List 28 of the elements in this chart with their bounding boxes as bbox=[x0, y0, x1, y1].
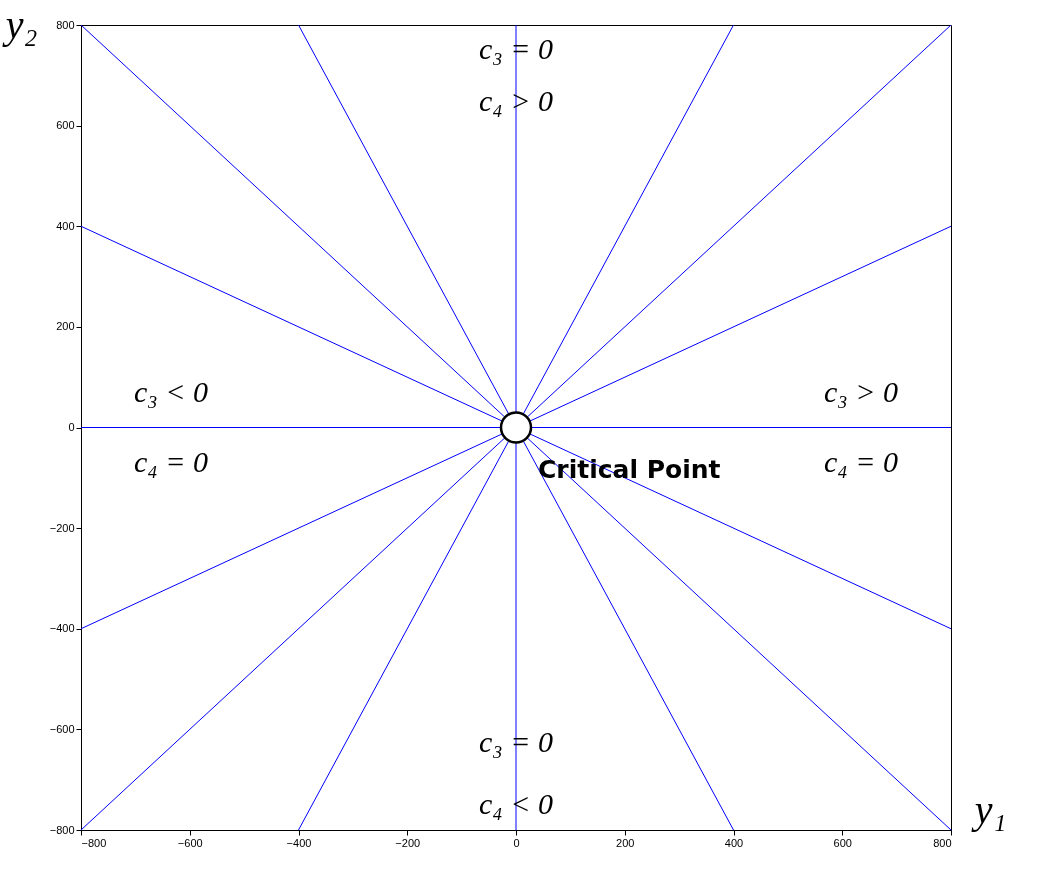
x-tick-label: 400 bbox=[724, 836, 744, 849]
x-tick-label: −800 bbox=[81, 836, 107, 849]
x-tick-label: 0 bbox=[513, 836, 520, 849]
y-tick-label: −200 bbox=[49, 521, 75, 534]
annotation: c₃ < 0 bbox=[134, 374, 208, 408]
y-axis-title: y₂ bbox=[1, 1, 38, 47]
y-tick-label: 200 bbox=[56, 320, 75, 333]
annotation: c₄ < 0 bbox=[479, 787, 553, 820]
x-tick-label: −400 bbox=[286, 836, 312, 849]
x-tick-label: −200 bbox=[395, 836, 421, 849]
y-tick-label: −600 bbox=[49, 722, 75, 735]
x-tick-label: 200 bbox=[616, 836, 635, 849]
x-tick-label: 800 bbox=[933, 836, 952, 849]
annotation: c₄ = 0 bbox=[134, 444, 208, 478]
annotation: c₃ > 0 bbox=[824, 374, 898, 408]
annotation: c₄ > 0 bbox=[479, 84, 553, 117]
y-tick-label: 800 bbox=[56, 18, 75, 31]
y-tick-label: 0 bbox=[68, 421, 75, 433]
annotation: c₃ = 0 bbox=[479, 32, 553, 65]
y-tick-label: −400 bbox=[49, 622, 75, 635]
y-tick-label: 400 bbox=[56, 219, 75, 232]
annotation: c₃ = 0 bbox=[479, 725, 553, 758]
x-axis-title: y₁ bbox=[970, 786, 1007, 832]
annotation: c₄ = 0 bbox=[824, 444, 898, 478]
y-tick-label: −800 bbox=[49, 823, 75, 836]
y-tick-label: 600 bbox=[56, 119, 75, 132]
x-tick-label: 600 bbox=[833, 836, 852, 849]
x-tick-label: −600 bbox=[177, 836, 203, 849]
